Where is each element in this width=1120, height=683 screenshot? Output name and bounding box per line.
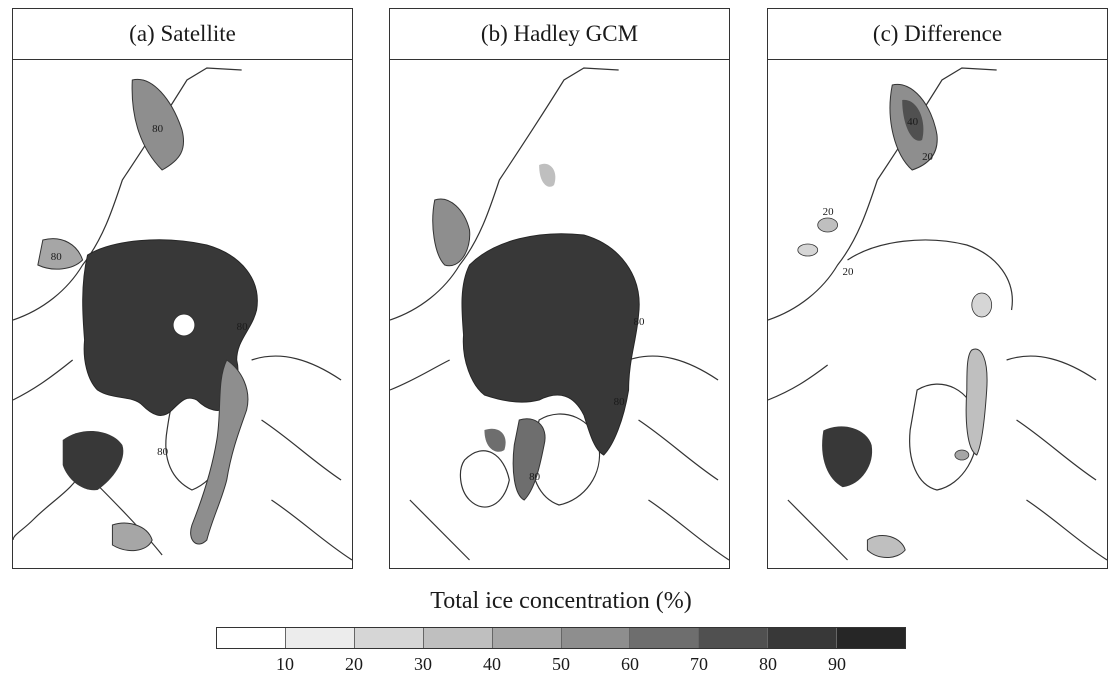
map-satellite: 80 80 80 80 (13, 60, 352, 568)
colorbar-tick-label: 80 (759, 654, 777, 674)
coastline (409, 499, 470, 561)
coastline (768, 67, 997, 321)
panel-difference: (c) Difference 40 20 20 20 (767, 8, 1108, 569)
map-difference: 40 20 20 20 (768, 60, 1107, 568)
panel-satellite: (a) Satellite (12, 8, 353, 569)
diff-region (797, 243, 819, 257)
diff-region (820, 424, 874, 489)
panel-title: (b) Hadley GCM (390, 9, 729, 60)
contour-label: 80 (529, 471, 540, 483)
colorbar-tick-label: 20 (345, 654, 363, 674)
coastline (768, 364, 848, 561)
colorbar-tick-label: 10 (276, 654, 294, 674)
contour-label: 80 (237, 321, 248, 333)
colorbar-tick-label: 90 (828, 654, 846, 674)
coastline (909, 383, 979, 491)
ice-band (190, 359, 249, 545)
ice-band (37, 238, 84, 270)
contour-label: 80 (634, 316, 645, 328)
contour-label: 80 (157, 446, 168, 458)
diff-region (817, 217, 838, 233)
coastline (13, 359, 84, 541)
contour-label: 20 (823, 206, 834, 218)
map-hadley-gcm: 80 80 80 (390, 60, 729, 568)
ice-band (111, 522, 153, 552)
diff-region (902, 99, 924, 141)
colorbar-swatch (217, 628, 286, 648)
ice-band (432, 198, 471, 267)
colorbar-swatch (354, 628, 424, 648)
colorbar-tick-label: 40 (483, 654, 501, 674)
colorbar (216, 627, 906, 649)
legend-title: Total ice concentration (%) (430, 588, 692, 614)
panel-title: (c) Difference (768, 9, 1107, 60)
ice-band (131, 78, 185, 171)
coastline (847, 239, 1013, 311)
colorbar-tick-label: 30 (414, 654, 432, 674)
ice-pack (82, 239, 258, 416)
panel-hadley-gcm: (b) Hadley GCM 80 80 80 (389, 8, 730, 569)
colorbar-swatch (285, 628, 355, 648)
colorbar-swatch (492, 628, 562, 648)
panel-title: (a) Satellite (13, 9, 352, 60)
contour-label: 80 (51, 251, 62, 263)
colorbar-swatch (630, 628, 700, 648)
coastline (390, 67, 619, 321)
diff-region (954, 449, 970, 461)
coastline (251, 355, 352, 561)
ice-band (484, 428, 506, 452)
colorbar-tick-label: 50 (552, 654, 570, 674)
coastline (390, 359, 450, 391)
colorbar-tick-label: 70 (690, 654, 708, 674)
contour-label: 40 (907, 116, 918, 128)
ice-pack (461, 233, 640, 456)
colorbar-swatch (768, 628, 838, 648)
coastline (628, 355, 729, 561)
diff-region (866, 535, 906, 558)
colorbar-swatch (837, 628, 906, 648)
contour-label: 20 (922, 151, 933, 163)
contour-label: 20 (843, 266, 854, 278)
ice-band (512, 418, 546, 501)
colorbar-swatch (561, 628, 631, 648)
contour-label: 80 (152, 123, 163, 135)
diff-region (965, 348, 988, 456)
pole-hole (172, 313, 196, 337)
ice-pack (62, 430, 124, 491)
colorbar-swatch (423, 628, 493, 648)
diff-region (971, 292, 993, 318)
colorbar-ticks: 10 20 30 40 50 60 70 80 90 (216, 654, 906, 678)
colorbar-tick-label: 60 (621, 654, 639, 674)
colorbar-swatch (699, 628, 769, 648)
ice-band (539, 163, 556, 187)
contour-label: 80 (614, 396, 625, 408)
coastline (531, 413, 601, 506)
coastline (1006, 355, 1107, 561)
coastline (459, 450, 510, 508)
